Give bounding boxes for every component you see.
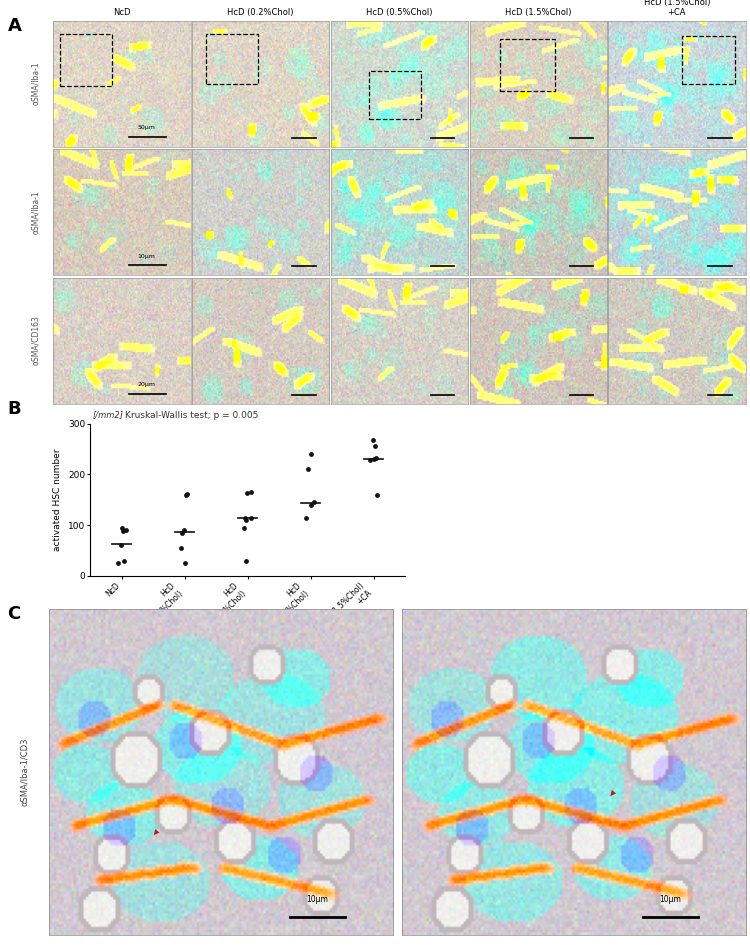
Text: HcD (0.2%Chol): HcD (0.2%Chol) (227, 9, 294, 17)
Point (240, 512, 252, 527)
Text: HcD (0.5%Chol): HcD (0.5%Chol) (366, 9, 433, 17)
Point (245, 510, 257, 526)
Text: HcD (1.5%Chol): HcD (1.5%Chol) (505, 9, 572, 17)
Point (241, 553, 253, 568)
Point (178, 556, 190, 571)
Text: 20μm: 20μm (137, 383, 155, 387)
Y-axis label: activated HSC number: activated HSC number (53, 448, 62, 551)
Text: αSMA/CD163: αSMA/CD163 (31, 315, 40, 366)
Point (238, 520, 250, 535)
Point (239, 510, 251, 526)
Point (178, 523, 190, 538)
Point (115, 538, 127, 553)
Text: 10μm: 10μm (659, 895, 682, 904)
Point (308, 495, 320, 510)
Text: αSMA/Iba-1/CD3: αSMA/Iba-1/CD3 (20, 738, 29, 806)
Text: HcD (1.5%Chol)
+CA: HcD (1.5%Chol) +CA (644, 0, 710, 17)
Point (364, 452, 376, 467)
Text: 50μm: 50μm (138, 126, 155, 130)
Point (118, 553, 130, 568)
Text: Kruskal-Wallis test; p = 0.005: Kruskal-Wallis test; p = 0.005 (124, 410, 258, 420)
Point (370, 450, 382, 466)
Bar (60, 33, 112, 87)
Bar (206, 33, 258, 84)
Point (245, 485, 257, 500)
Point (241, 486, 253, 501)
Point (118, 524, 130, 539)
Text: 10μm: 10μm (138, 254, 155, 259)
Point (176, 526, 188, 541)
Text: C: C (8, 605, 21, 623)
Text: 10μm: 10μm (306, 895, 328, 904)
Point (112, 556, 124, 571)
Point (368, 432, 380, 447)
Point (180, 487, 192, 503)
Point (369, 439, 381, 454)
Bar (369, 71, 422, 119)
Text: NcD: NcD (113, 9, 130, 17)
Point (116, 520, 128, 535)
Point (368, 451, 380, 466)
Point (175, 541, 187, 556)
Text: αSMA/Iba-1: αSMA/Iba-1 (31, 190, 40, 233)
Point (305, 446, 317, 462)
Point (182, 486, 194, 502)
Text: αSMA/Iba-1: αSMA/Iba-1 (31, 62, 40, 105)
Text: [/mm2]: [/mm2] (93, 410, 124, 420)
Point (302, 462, 314, 477)
Point (371, 487, 383, 503)
Bar (500, 38, 554, 91)
Point (305, 497, 317, 512)
Text: A: A (8, 17, 21, 35)
Bar (682, 36, 734, 84)
Point (120, 523, 132, 538)
Text: B: B (8, 400, 21, 418)
Point (300, 510, 312, 526)
